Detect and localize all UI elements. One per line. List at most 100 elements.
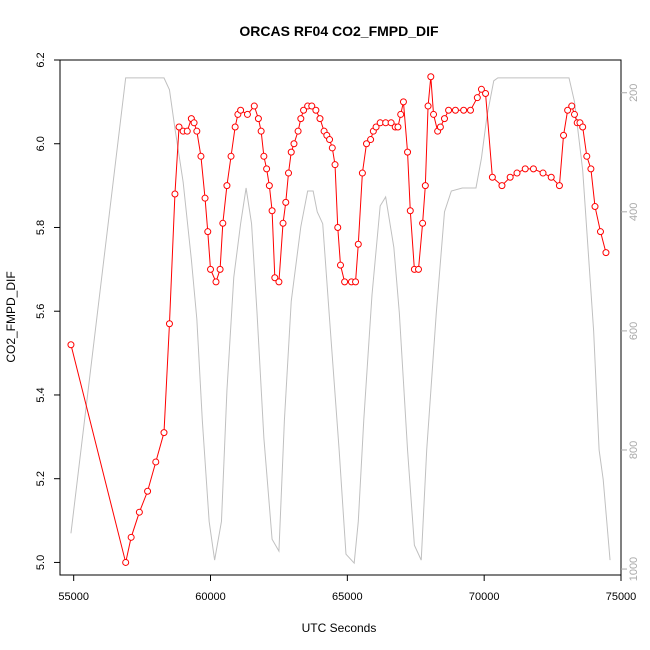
data-point [387,119,395,127]
y-tick-label: 5.2 [35,471,47,486]
data-point [419,219,427,227]
data-point [300,106,308,114]
x-axis: 55000 60000 65000 70000 75000 [58,575,636,603]
data-point [460,106,468,114]
data-point [372,123,380,131]
y-axis: 5.0 5.2 5.4 5.6 5.8 6.0 6.2 [35,52,60,570]
data-point [430,110,438,118]
plot-frame [59,59,622,576]
data-point [308,102,316,110]
data-point [579,123,587,131]
data-point [341,278,349,286]
data-point [285,169,293,177]
data-point [591,203,599,211]
data-point [326,136,334,144]
data-point [216,265,224,273]
data-point [175,123,183,131]
data-point [583,152,591,160]
data-point [316,115,324,123]
data-point [207,265,215,273]
data-point [183,127,191,135]
data-point [237,106,245,114]
x-tick-label: 75000 [606,591,637,603]
y-tick-label: 6.2 [35,52,47,67]
data-point [287,148,295,156]
data-point [260,152,268,160]
data-point [352,278,360,286]
data-point [498,182,506,190]
data-point [275,278,283,286]
data-point [337,261,344,269]
data-point [331,161,339,169]
data-point [294,127,302,135]
pressure-line [70,77,611,565]
data-point [596,228,604,236]
data-point [193,127,201,135]
data-point [539,169,547,177]
x-axis-label: UTC Seconds [302,621,377,635]
data-point [290,140,298,148]
data-point [135,508,143,516]
x-tick-label: 70000 [469,591,500,603]
x-tick-label: 55000 [58,591,89,603]
data-point [231,123,239,131]
data-point [445,106,453,114]
data-point [506,173,514,181]
data-point [399,98,407,106]
data-point [268,207,276,215]
right-tick-label: 200 [628,84,640,102]
data-point [297,115,305,123]
x-tick-label: 60000 [195,591,226,603]
chart-title: ORCAS RF04 CO2_FMPD_DIF [239,23,439,39]
data-point [436,123,444,131]
data-point [397,110,405,118]
data-point [190,119,198,127]
pressure-series [70,77,611,565]
right-tick-label: 1000 [628,557,640,581]
data-point [482,89,490,97]
y-tick-label: 5.0 [35,555,47,570]
data-point [440,115,448,123]
data-point [312,106,320,114]
data-point [564,106,572,114]
data-point [560,131,568,139]
data-point [67,341,75,349]
data-point [227,152,235,160]
co2-series [67,73,610,566]
data-point [334,223,342,231]
data-point [212,278,220,286]
data-point [271,274,279,282]
data-point [257,127,265,135]
data-point [424,102,432,110]
x-tick-label: 65000 [332,591,363,603]
data-point [362,140,370,148]
right-tick-label: 400 [628,203,640,221]
data-point [466,106,474,114]
data-point [451,106,459,114]
data-point [568,102,576,110]
data-point [122,558,130,566]
data-point [254,115,262,123]
right-axis: 200 400 600 800 1000 [621,84,640,581]
y-tick-label: 6.0 [35,136,47,151]
data-point [547,173,555,181]
data-point [127,533,135,541]
data-point [394,123,402,131]
data-point [367,136,375,144]
data-point [473,94,481,102]
data-point [406,207,414,215]
data-point [421,182,429,190]
data-point [165,320,173,328]
data-point [414,265,422,273]
data-point [197,152,205,160]
data-point [354,240,362,248]
right-tick-label: 600 [628,322,640,340]
data-point [265,182,273,190]
y-tick-label: 5.4 [35,387,47,402]
data-point [570,110,578,118]
data-point [328,144,336,152]
data-point [160,429,168,437]
data-point [513,169,521,177]
data-point [219,219,227,227]
